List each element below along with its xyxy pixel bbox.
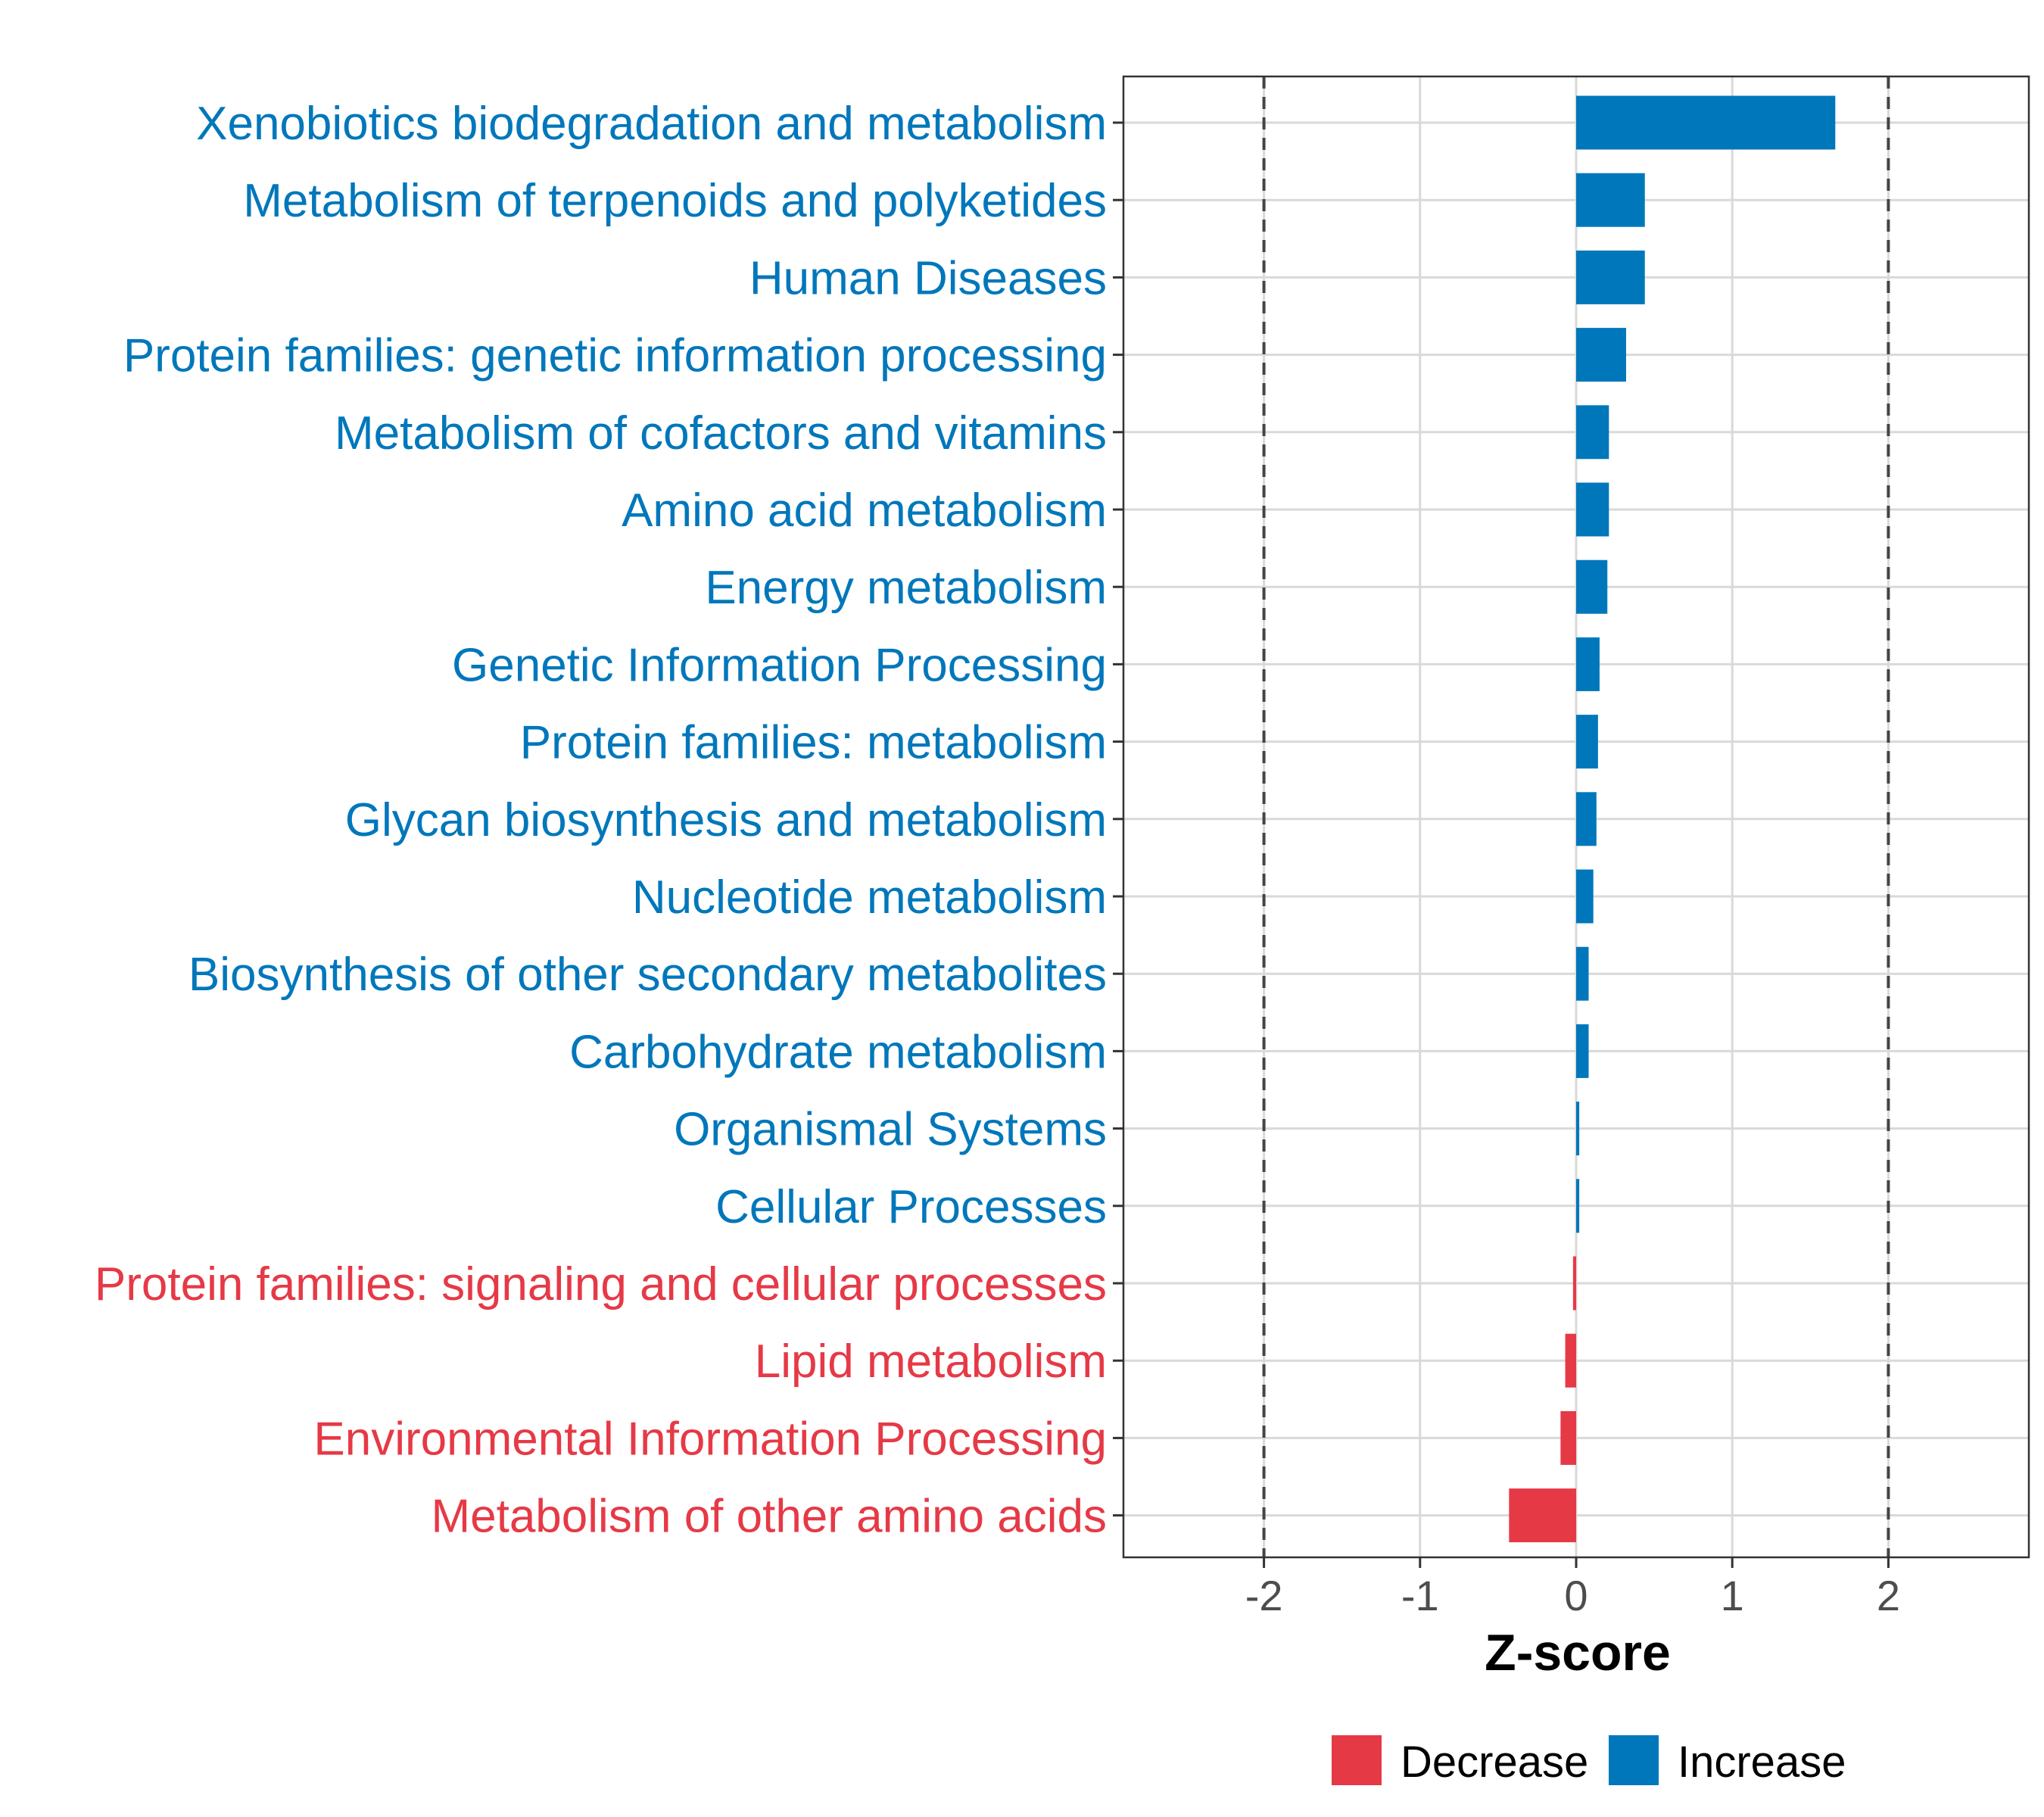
reference-lines [1262,76,1890,1557]
x-tick-label: -2 [1245,1572,1283,1619]
bar-carbohydrate-metabolism [1576,1024,1589,1078]
bar-amino-acid-metabolism [1576,482,1609,537]
legend-swatch-increase [1609,1735,1659,1785]
bar-metabolism-of-other-amino-acids [1509,1488,1576,1543]
category-label: Metabolism of terpenoids and polyketides [243,175,1107,227]
bar-genetic-information-processing [1576,637,1600,691]
category-label: Lipid metabolism [755,1335,1107,1388]
legend: Decrease Increase [1332,1735,1846,1787]
category-label: Energy metabolism [705,562,1107,614]
x-axis: -2 -1 0 1 2 [1245,1557,1900,1619]
legend-swatch-decrease [1332,1735,1382,1785]
bar-energy-metabolism [1576,559,1608,614]
legend-label-increase: Increase [1678,1738,1846,1787]
category-label: Carbohydrate metabolism [569,1026,1107,1078]
bar-biosynthesis-of-other-secondary-metabolites [1576,946,1589,1001]
category-label: Metabolism of cofactors and vitamins [335,407,1107,460]
bar-metabolism-of-terpenoids-and-polyketides [1576,173,1645,227]
legend-label-decrease: Decrease [1401,1738,1588,1787]
x-tick-label: 0 [1564,1572,1588,1619]
bars [1509,95,1836,1543]
category-label: Biosynthesis of other secondary metaboli… [189,949,1107,1001]
bar-human-diseases [1576,250,1645,304]
bar-xenobiotics-biodegradation-and-metabolism [1576,95,1836,150]
category-label: Protein families: metabolism [520,717,1107,769]
category-label: Amino acid metabolism [622,485,1107,537]
bar-glycan-biosynthesis-and-metabolism [1576,792,1597,846]
bar-metabolism-of-cofactors-and-vitamins [1576,405,1609,460]
bar-cellular-processes [1576,1179,1580,1233]
category-label: Cellular Processes [715,1181,1107,1233]
x-tick-label: 2 [1877,1572,1900,1619]
y-axis-labels: Xenobiotics biodegradation and metabolis… [95,98,1107,1543]
x-axis-title: Z-score [1485,1624,1671,1681]
bar-lipid-metabolism [1565,1333,1576,1388]
category-label: Protein families: genetic information pr… [123,330,1107,382]
category-label: Glycan biosynthesis and metabolism [345,794,1107,846]
category-label: Human Diseases [749,252,1107,304]
x-tick-label: -1 [1401,1572,1439,1619]
category-label: Genetic Information Processing [452,639,1107,691]
x-tick-label: 1 [1721,1572,1744,1619]
category-label: Environmental Information Processing [313,1413,1107,1465]
category-label: Nucleotide metabolism [632,871,1107,924]
bar-protein-families-metabolism [1576,715,1598,769]
y-axis-ticks [1113,121,1123,1517]
category-label: Metabolism of other amino acids [431,1491,1107,1543]
category-label: Protein families: signaling and cellular… [95,1258,1107,1311]
bar-organismal-systems [1576,1102,1580,1156]
bar-nucleotide-metabolism [1576,869,1594,924]
bar-protein-families-genetic-information-processing [1576,328,1626,382]
bar-environmental-information-processing [1560,1410,1576,1465]
bar-protein-families-signaling-and-cellular-processes [1572,1256,1576,1311]
category-label: Organismal Systems [674,1104,1107,1156]
category-label: Xenobiotics biodegradation and metabolis… [196,98,1107,150]
